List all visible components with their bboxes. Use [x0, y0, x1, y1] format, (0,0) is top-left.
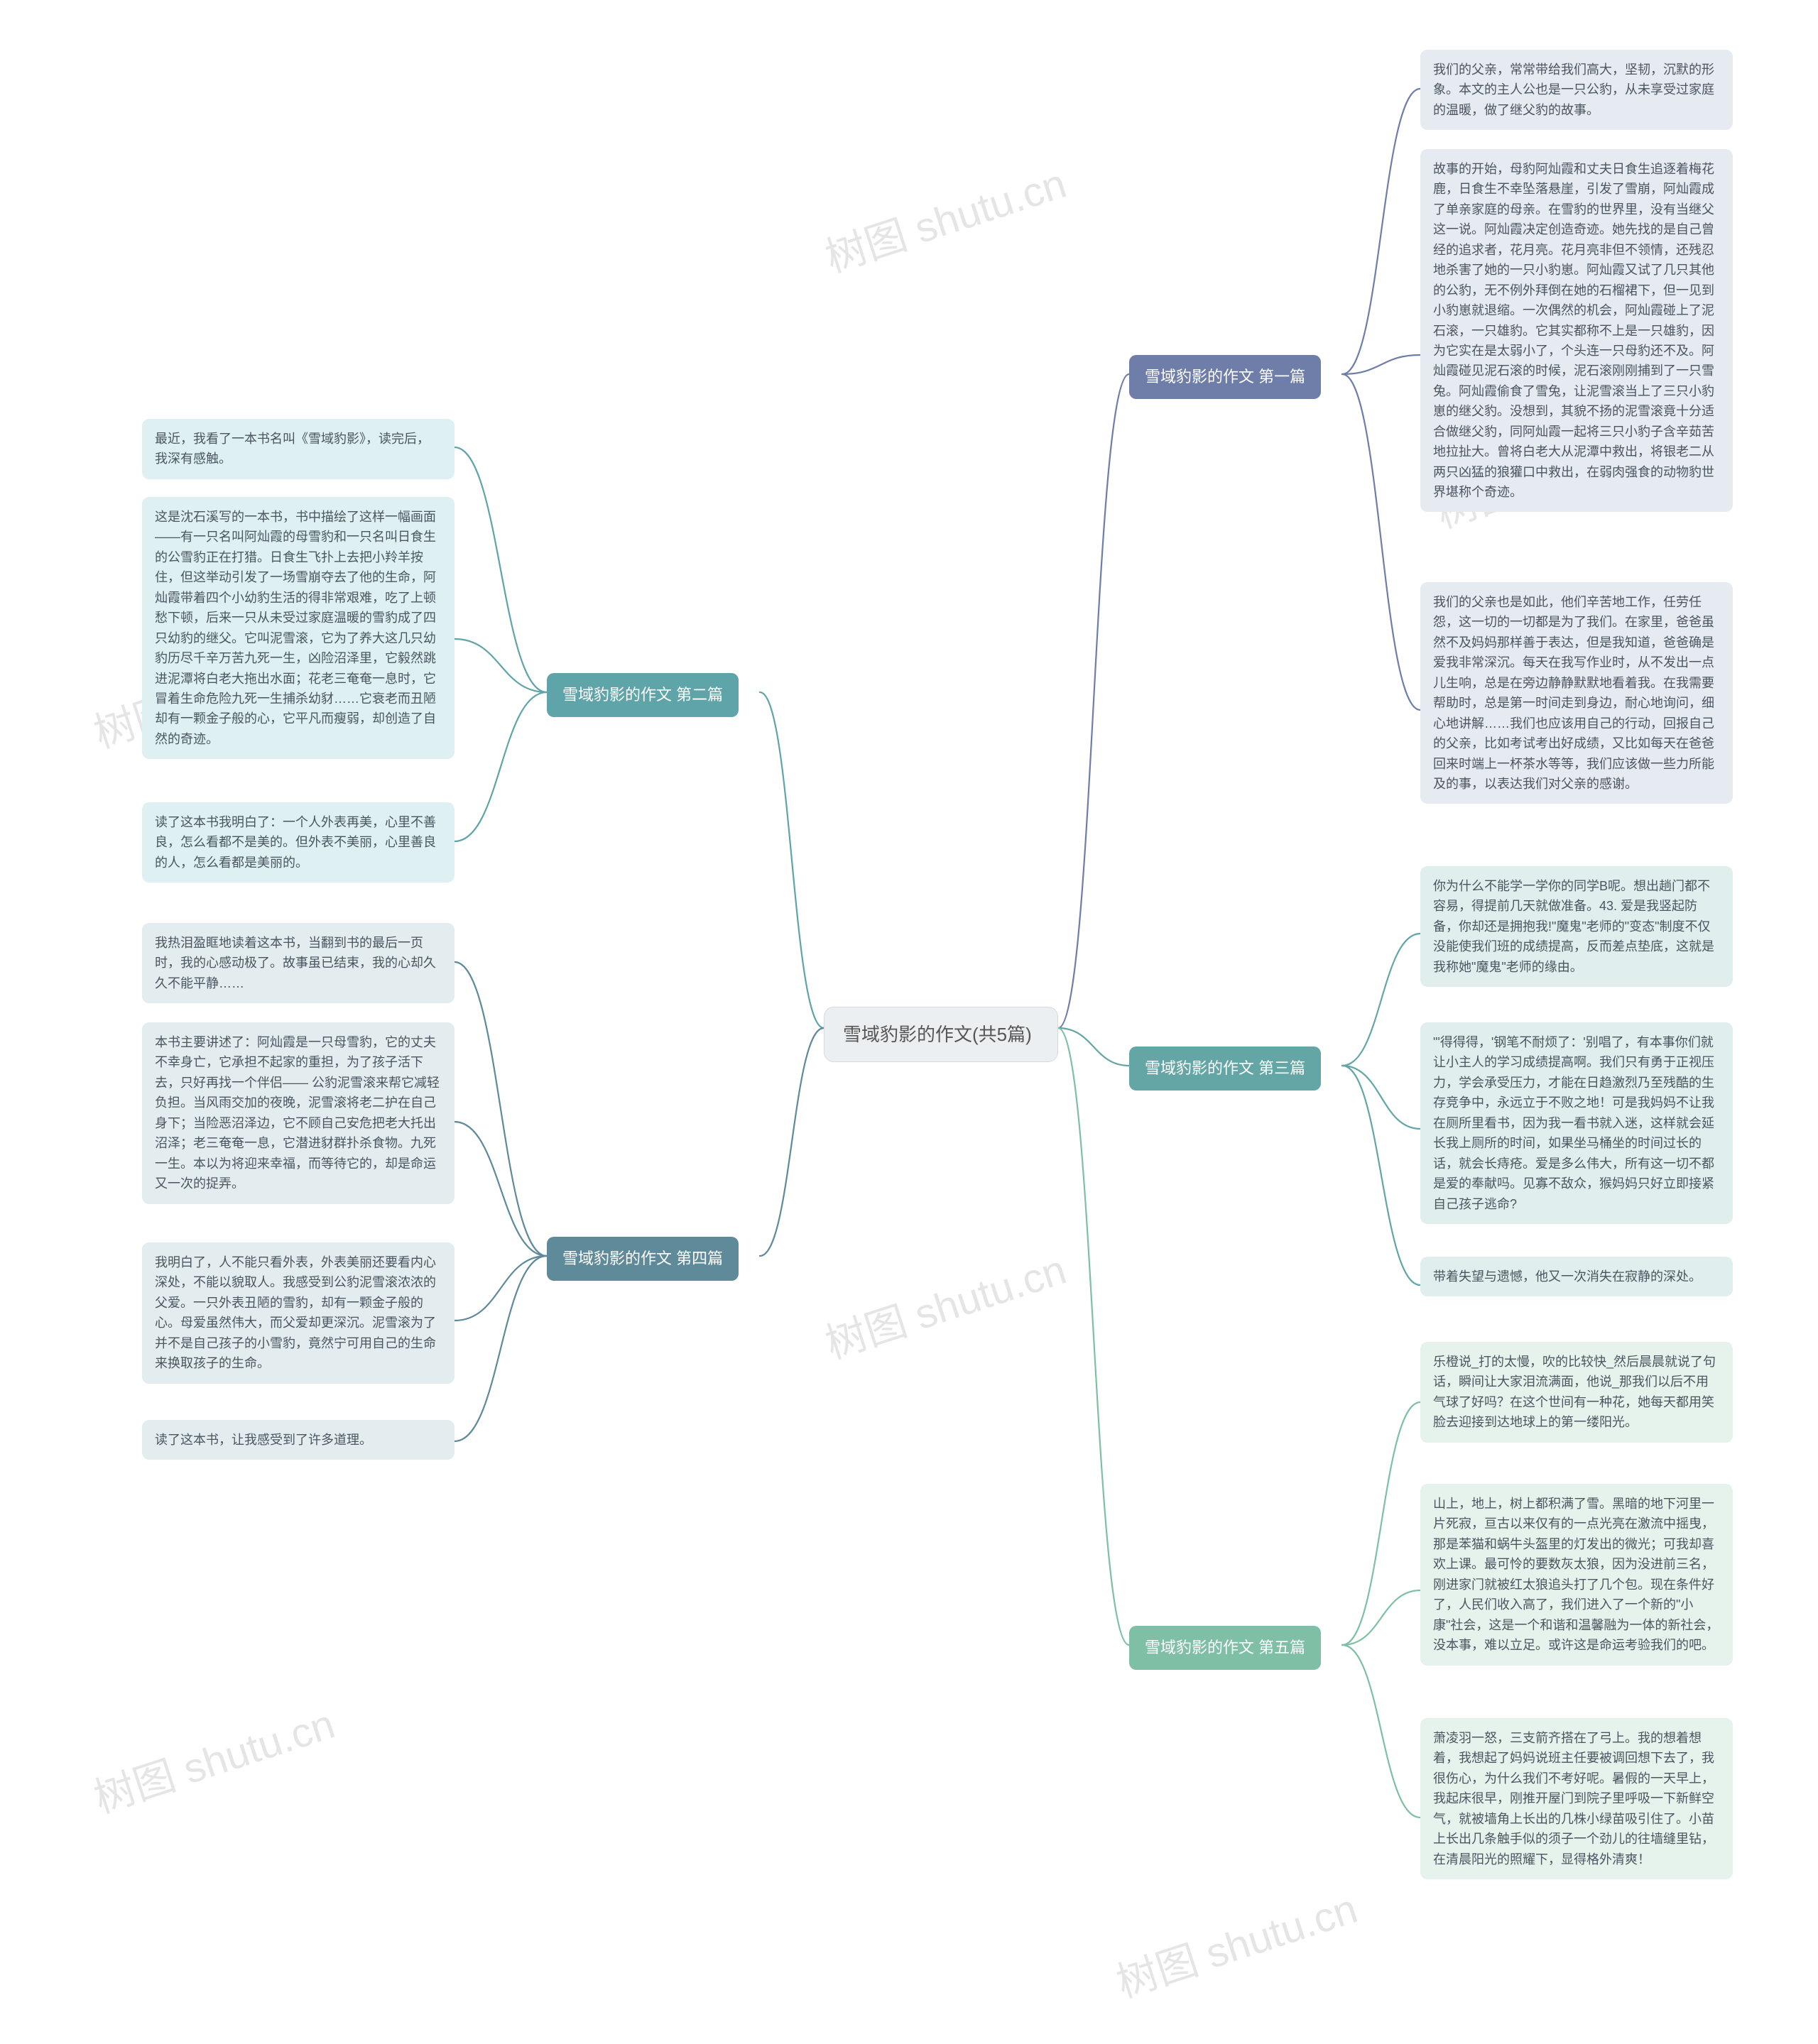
leaf-node: 读了这本书我明白了：一个人外表再美，心里不善良，怎么看都不是美的。但外表不美丽，… [142, 802, 454, 882]
leaf-node: 本书主要讲述了：阿灿霞是一只母雪豹，它的丈夫不幸身亡，它承担不起家的重担，为了孩… [142, 1022, 454, 1204]
branch-node: 雪域豹影的作文 第一篇 [1129, 355, 1321, 399]
mindmap-canvas: 树图 shutu.cn 树图 shutu.cn 树图 shutu.cn 树图 shut… [0, 0, 1818, 2044]
leaf-node: 我们的父亲也是如此，他们辛苦地工作，任劳任怨，这一切的一切都是为了我们。在家里，… [1420, 582, 1733, 804]
branch-node: 雪域豹影的作文 第五篇 [1129, 1626, 1321, 1670]
leaf-node: 这是沈石溪写的一本书，书中描绘了这样一幅画面——有一只名叫阿灿霞的母雪豹和一只名… [142, 497, 454, 759]
branch-node: 雪域豹影的作文 第四篇 [547, 1237, 739, 1281]
leaf-node: 最近，我看了一本书名叫《雪域豹影》，读完后，我深有感触。 [142, 419, 454, 479]
leaf-node: 你为什么不能学一学你的同学B呢。想出趟门都不容易，得提前几天就做准备。43. 爱… [1420, 866, 1733, 987]
leaf-node: 乐橙说_打的太慢，吹的比较快_然后晨晨就说了句话，瞬间让大家泪流满面，他说_那我… [1420, 1342, 1733, 1443]
watermark: 树图 shutu.cn [1108, 1875, 1364, 2009]
leaf-node: 萧凌羽一怒，三支箭齐搭在了弓上。我的想着想着，我想起了妈妈说班主任要被调回想下去… [1420, 1718, 1733, 1879]
branch-node: 雪域豹影的作文 第二篇 [547, 673, 739, 717]
branch-node: 雪域豹影的作文 第三篇 [1129, 1046, 1321, 1091]
center-node: 雪域豹影的作文(共5篇) [824, 1007, 1058, 1062]
leaf-node: 山上，地上，树上都积满了雪。黑暗的地下河里一片死寂，亘古以来仅有的一点光亮在激流… [1420, 1484, 1733, 1666]
leaf-node: 读了这本书，让我感受到了许多道理。 [142, 1420, 454, 1460]
leaf-node: 故事的开始，母豹阿灿霞和丈夫日食生追逐着梅花鹿，日食生不幸坠落悬崖，引发了雪崩，… [1420, 149, 1733, 512]
leaf-node: "'得得得，'钢笔不耐烦了：'别唱了，有本事你们就让小主人的学习成绩提高啊。我们… [1420, 1022, 1733, 1224]
watermark: 树图 shutu.cn [817, 150, 1072, 283]
leaf-node: 我们的父亲，常常带给我们高大，坚韧，沉默的形象。本文的主人公也是一只公豹，从未享… [1420, 50, 1733, 130]
watermark: 树图 shutu.cn [817, 1236, 1072, 1370]
leaf-node: 我热泪盈眶地读着这本书，当翻到书的最后一页时，我的心感动极了。故事虽已结束，我的… [142, 923, 454, 1003]
leaf-node: 带着失望与遗憾，他又一次消失在寂静的深处。 [1420, 1257, 1733, 1296]
watermark: 树图 shutu.cn [85, 1690, 341, 1824]
leaf-node: 我明白了，人不能只看外表，外表美丽还要看内心深处，不能以貌取人。我感受到公豹泥雪… [142, 1242, 454, 1384]
